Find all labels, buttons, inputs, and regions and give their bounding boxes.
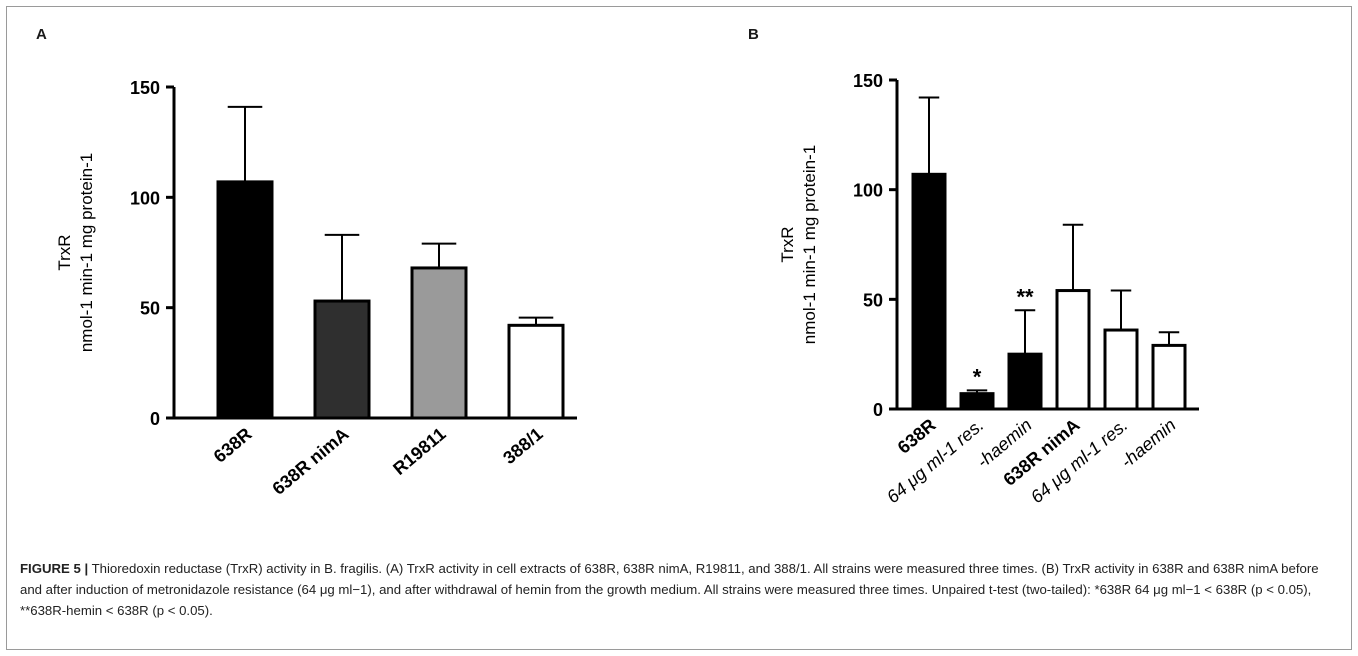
panel-a-bar xyxy=(313,299,371,420)
panel-a-y-title-line1: TrxR xyxy=(55,234,74,270)
panel-a-category-label: 388/1 xyxy=(499,424,546,468)
panel-b-y-title-line2: nmol-1 min-1 mg protein-1 xyxy=(800,145,819,344)
panel-b-bar xyxy=(1007,352,1043,411)
panel-letter-a: A xyxy=(36,26,47,43)
panel-a-y-tick-label: 0 xyxy=(150,409,160,429)
panel-a-category-label: 638R xyxy=(210,424,256,467)
panel-a-category-label: 638R nimA xyxy=(268,424,352,499)
panel-a-category-label: R19811 xyxy=(389,424,449,479)
panel-b-bar xyxy=(1103,328,1139,411)
panel-b-significance-marker: * xyxy=(973,364,982,389)
panel-b-y-tick-label: 0 xyxy=(873,400,883,420)
figure-frame xyxy=(6,6,1352,650)
panel-b-y-title-line1: TrxR xyxy=(778,226,797,262)
panel-a-y-tick-label: 100 xyxy=(130,188,160,208)
panel-letter-b: B xyxy=(748,26,759,43)
panel-a-bar xyxy=(216,180,274,420)
panel-b-bar xyxy=(1055,289,1091,411)
caption-lead: FIGURE 5 | xyxy=(20,561,89,576)
panel-b-y-tick-label: 150 xyxy=(853,71,883,91)
caption-text: Thioredoxin reductase (TrxR) activity in… xyxy=(20,561,1319,618)
panel-b-y-tick-label: 50 xyxy=(863,290,883,310)
panel-a-y-tick-label: 50 xyxy=(140,299,160,319)
panel-a-bar xyxy=(507,323,565,420)
panel-a-bar xyxy=(410,266,468,420)
panel-a-y-title-line2: nmol-1 min-1 mg protein-1 xyxy=(77,153,96,352)
panel-b-bar xyxy=(959,392,995,411)
panel-b-bar xyxy=(911,172,947,411)
panel-b-category-label: -haemin xyxy=(1117,415,1180,472)
panel-b-significance-marker: ** xyxy=(1016,284,1034,309)
panel-b-bar xyxy=(1151,343,1187,411)
panel-a-y-tick-label: 150 xyxy=(130,78,160,98)
panel-b-y-tick-label: 100 xyxy=(853,181,883,201)
figure-caption: FIGURE 5 | Thioredoxin reductase (TrxR) … xyxy=(20,558,1340,621)
